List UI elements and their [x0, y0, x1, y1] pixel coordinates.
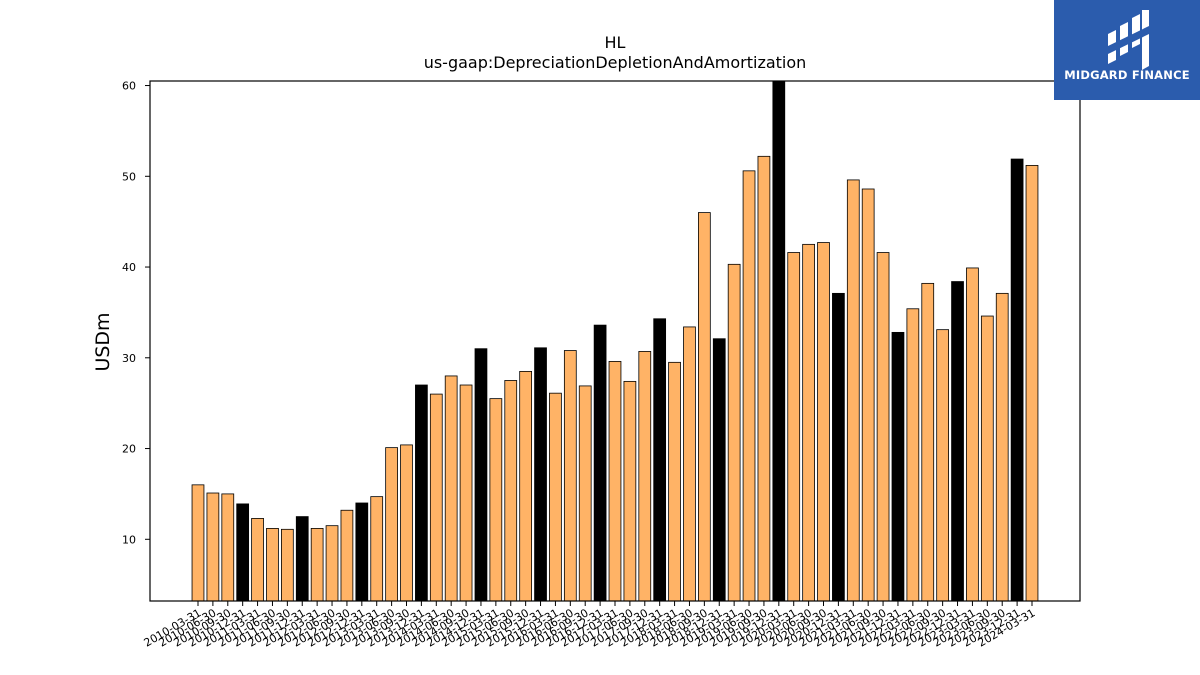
- bar-2016-12-31: [593, 324, 607, 602]
- bar-2014-03-31: [429, 393, 443, 602]
- bar-2010-03-31: [191, 484, 205, 602]
- bar-2020-06-30: [802, 243, 815, 602]
- bar-2022-12-31: [951, 281, 964, 602]
- bar-2022-03-31: [906, 308, 920, 602]
- bar-2011-12-31: [295, 516, 309, 602]
- bar-2012-12-31: [355, 502, 369, 602]
- bar-2013-12-31: [415, 384, 428, 602]
- x-axis-ticks: 2010-03-312010-06-302010-09-302010-12-31…: [142, 601, 1038, 650]
- bar-2021-03-31: [846, 179, 860, 602]
- bar-2020-03-31: [787, 252, 801, 602]
- bar-2012-09-30: [340, 509, 354, 602]
- bar-2010-12-31: [236, 503, 250, 602]
- bar-2013-09-30: [400, 444, 413, 602]
- bar-2015-06-30: [504, 380, 518, 602]
- y-tick-label: 10: [122, 533, 136, 546]
- bar-2019-03-31: [727, 263, 741, 602]
- y-tick-label: 40: [122, 261, 136, 274]
- bar-2014-06-30: [444, 375, 458, 602]
- bar-2017-12-31: [653, 318, 667, 602]
- bar-2014-12-31: [474, 348, 488, 602]
- bar-2018-06-30: [683, 326, 696, 602]
- midgard-logo: MIDGARD FINANCE: [1054, 0, 1200, 100]
- y-tick-label: 60: [122, 80, 136, 93]
- bar-2022-09-30: [936, 329, 950, 602]
- bar-2021-06-30: [861, 188, 875, 602]
- chart-subtitle: us-gaap:DepreciationDepletionAndAmortiza…: [424, 53, 807, 72]
- bar-2023-06-30: [980, 315, 994, 602]
- bar-2011-03-31: [251, 518, 264, 602]
- bar-2019-09-30: [757, 155, 771, 602]
- bar-2018-12-31: [712, 338, 726, 602]
- bar-2013-03-31: [370, 496, 384, 602]
- bar-2018-03-31: [668, 361, 681, 602]
- chart-title: HL: [605, 33, 626, 52]
- bar-2017-06-30: [623, 380, 637, 602]
- y-tick-label: 50: [122, 170, 136, 183]
- bar-2010-09-30: [221, 493, 235, 602]
- bar-2018-09-30: [698, 212, 711, 602]
- midgard-logo-icon: [1108, 10, 1149, 70]
- bar-2017-09-30: [638, 351, 652, 602]
- y-axis-label: USDm: [92, 312, 114, 371]
- bars-group: [191, 80, 1039, 602]
- bar-2010-06-30: [206, 492, 220, 602]
- y-tick-label: 30: [122, 352, 136, 365]
- bar-2012-03-31: [310, 528, 324, 602]
- bar-2019-12-31: [772, 80, 786, 602]
- bar-2022-06-30: [921, 282, 935, 602]
- bar-2021-12-31: [891, 331, 905, 602]
- bar-2024-03-31: [1025, 164, 1039, 602]
- bar-2021-09-30: [876, 252, 890, 602]
- bar-2020-09-30: [817, 242, 830, 602]
- bar-2017-03-31: [608, 361, 622, 602]
- bar-2015-12-31: [534, 347, 547, 602]
- bar-2013-06-30: [385, 447, 398, 602]
- bar-2014-09-30: [459, 384, 473, 602]
- bar-2023-12-31: [1010, 158, 1024, 602]
- bar-2012-06-30: [325, 525, 339, 602]
- bar-2016-03-31: [549, 392, 562, 602]
- y-axis-ticks: 10 20 30 40 50 60: [122, 80, 150, 546]
- bar-2016-09-30: [578, 385, 592, 602]
- bar-2016-06-30: [563, 350, 577, 602]
- logo-text: MIDGARD FINANCE: [1064, 68, 1190, 82]
- bar-2011-09-30: [280, 528, 294, 602]
- bar-2020-12-31: [832, 292, 845, 602]
- bar-2019-06-30: [742, 170, 756, 602]
- bar-2011-06-30: [266, 528, 279, 602]
- bar-2023-09-30: [995, 292, 1009, 602]
- bar-2015-03-31: [489, 398, 503, 602]
- y-tick-label: 20: [122, 443, 136, 456]
- bar-2015-09-30: [519, 370, 533, 602]
- plot-frame: [149, 80, 1081, 602]
- bar-2023-03-31: [966, 267, 979, 602]
